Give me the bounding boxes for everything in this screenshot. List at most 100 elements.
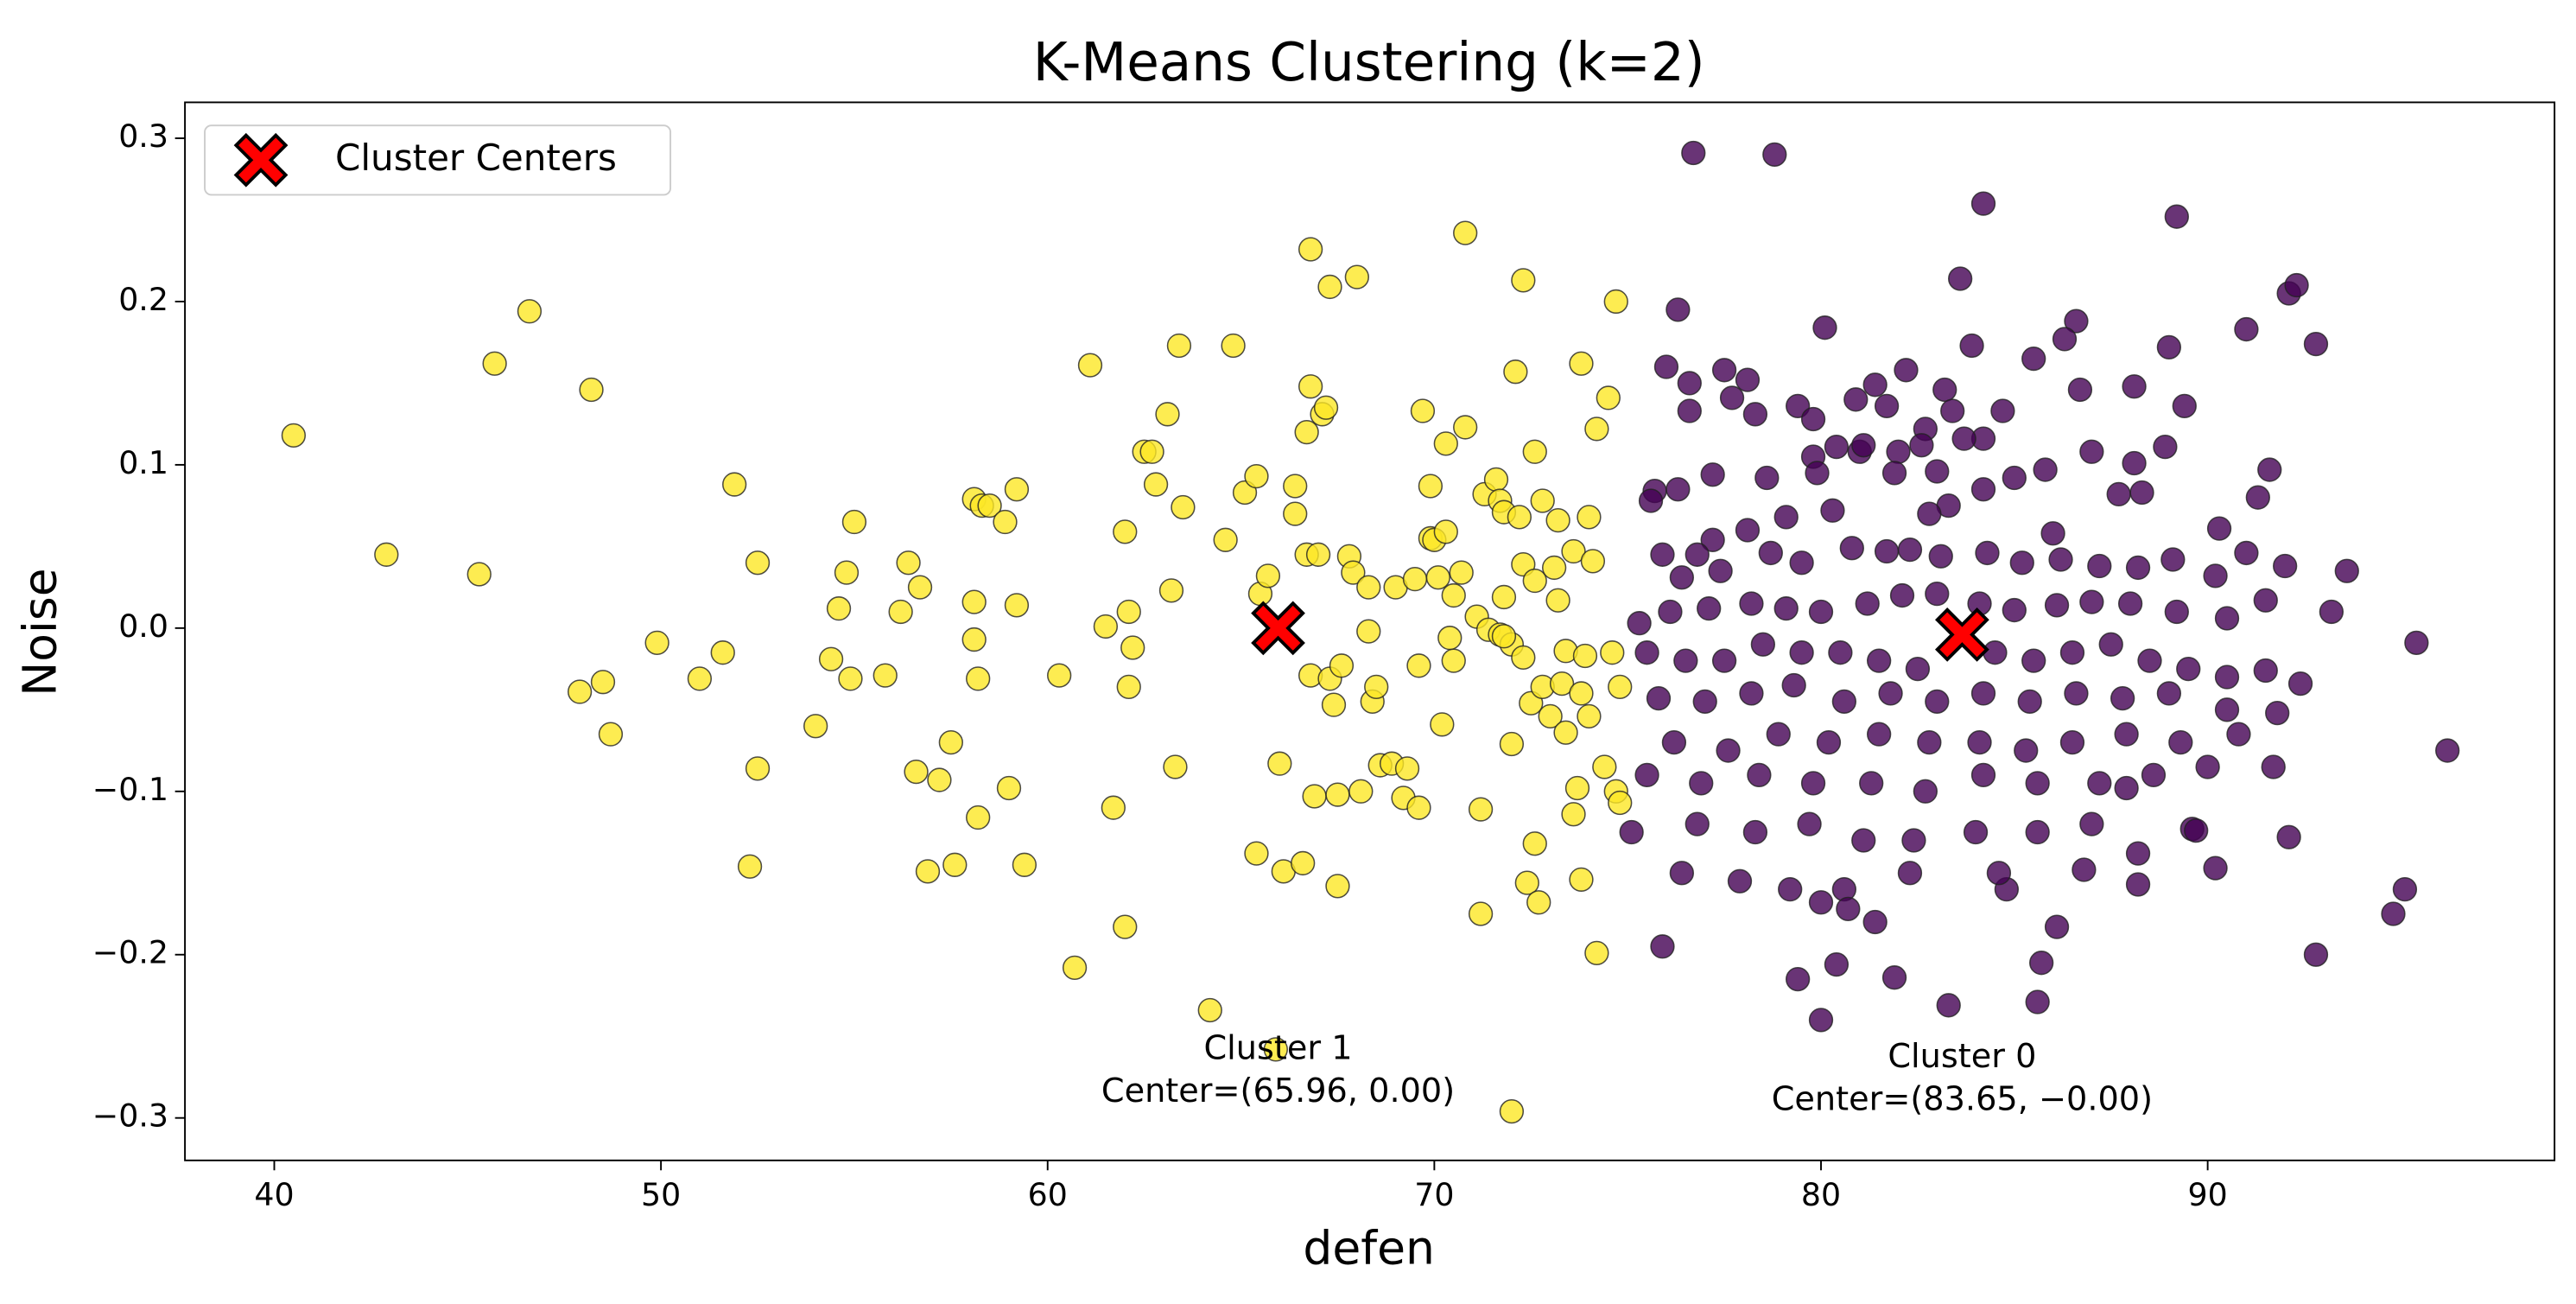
point [598, 722, 624, 747]
point [1778, 877, 1803, 902]
point [1711, 648, 1737, 673]
point [687, 666, 713, 691]
point [1441, 582, 1466, 608]
point [1735, 367, 1761, 392]
point [1855, 591, 1880, 616]
point [1925, 459, 1950, 484]
point [1580, 549, 1606, 574]
point [2176, 656, 2201, 682]
point [1843, 387, 1869, 412]
point [2234, 316, 2259, 342]
point [1932, 377, 1957, 403]
point [1004, 593, 1030, 618]
point [1619, 819, 1644, 845]
point [2029, 951, 2054, 976]
y-tick-label: −0.1 [92, 771, 168, 808]
point [2253, 658, 2278, 684]
point [590, 670, 616, 695]
point [1503, 359, 1528, 385]
point [1889, 582, 1915, 608]
point [2122, 374, 2147, 399]
point [2064, 681, 2089, 706]
point [1967, 729, 1992, 755]
point [2110, 685, 2135, 711]
point [1874, 393, 1900, 419]
point [1658, 599, 1683, 625]
point [1739, 681, 1764, 706]
point [1410, 398, 1436, 423]
point [2059, 729, 2085, 755]
point [2014, 738, 2039, 763]
point [2156, 334, 2182, 359]
point [1936, 993, 1961, 1018]
point [1113, 914, 1138, 939]
point [2129, 480, 2154, 506]
point [904, 759, 929, 785]
point [579, 377, 604, 403]
point [1983, 640, 2008, 665]
point [1364, 674, 1389, 700]
point [961, 589, 987, 614]
point [1867, 722, 1892, 747]
x-tick-label: 70 [1414, 1176, 1454, 1213]
point [1047, 663, 1072, 688]
point [1430, 712, 1455, 737]
point [1468, 797, 1494, 822]
point [2214, 665, 2240, 690]
point [1970, 477, 1996, 502]
point [1453, 415, 1478, 440]
point [1685, 542, 1710, 567]
point [1800, 771, 1826, 796]
point [1569, 351, 1594, 376]
x-tick-label: 40 [254, 1176, 294, 1213]
point [1917, 501, 1942, 526]
point [1638, 488, 1664, 513]
point [1747, 762, 1772, 788]
point [1673, 648, 1698, 673]
x-tick-label: 90 [2188, 1176, 2228, 1213]
point [1291, 850, 1316, 876]
point [841, 509, 867, 535]
point [2025, 771, 2050, 796]
point [1970, 762, 1996, 788]
point [1959, 333, 1984, 359]
point [1171, 494, 1196, 520]
point [517, 299, 542, 324]
point [938, 729, 963, 755]
point [2214, 697, 2240, 722]
point [1851, 433, 1876, 458]
point [1511, 268, 1536, 293]
point [2021, 346, 2046, 372]
point [1750, 632, 1776, 657]
point [872, 663, 898, 688]
point [915, 859, 941, 884]
point [1836, 896, 1861, 921]
point [2044, 914, 2070, 939]
point [1894, 358, 1919, 383]
point [1545, 508, 1570, 533]
point [1677, 398, 1702, 423]
point [745, 756, 771, 781]
cluster-center [1251, 601, 1305, 656]
point [1077, 353, 1103, 378]
point [1441, 648, 1466, 673]
point [737, 854, 763, 879]
point [1158, 578, 1184, 603]
point [1831, 689, 1857, 715]
point [567, 679, 593, 704]
point [1166, 333, 1192, 359]
point [1739, 591, 1764, 616]
point [1666, 297, 1691, 322]
point [2009, 550, 2034, 576]
point [2153, 434, 2178, 460]
point [1666, 477, 1691, 502]
point [2195, 754, 2220, 779]
point [1862, 909, 1888, 935]
point [1742, 819, 1768, 845]
point [1697, 596, 1722, 621]
point [2141, 762, 2167, 788]
point [1901, 828, 1926, 853]
point [2435, 738, 2460, 763]
point [1577, 703, 1602, 729]
point [907, 575, 933, 600]
